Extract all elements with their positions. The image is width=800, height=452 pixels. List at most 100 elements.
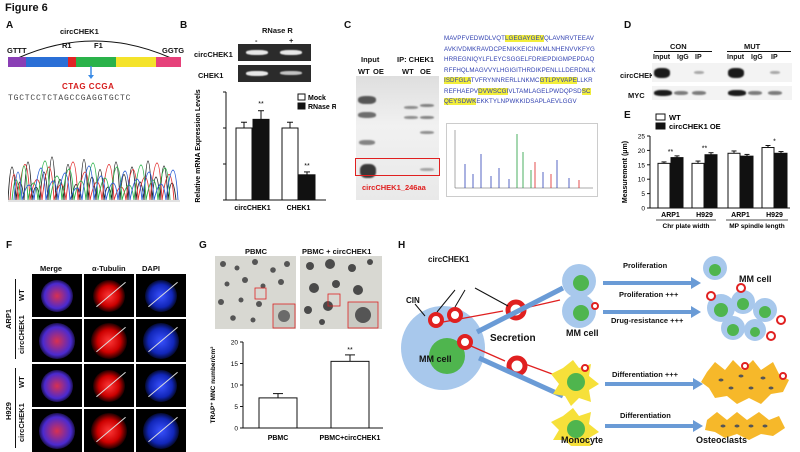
sequence-segment: MAVPFVEDWDLVQT bbox=[444, 35, 505, 42]
chart-e-category: ARP1 bbox=[661, 212, 680, 219]
c-oe1: OE bbox=[373, 67, 384, 76]
sequence-line: HRREGNIQYLFLEYCSGGELFDRIEPDIGMPEPDAQ bbox=[444, 55, 604, 66]
sequence-line: AVKIVDMKRAVDCPENIKKEICINKMLNHENVVKFYG bbox=[444, 45, 604, 56]
d-col-1: Input bbox=[653, 54, 671, 61]
chart-b-sig: ** bbox=[258, 101, 264, 108]
peptide-highlight: ISDFGLA bbox=[444, 77, 471, 84]
g-img-pbmc-cells bbox=[218, 259, 296, 329]
f-group-h929: H929 bbox=[4, 366, 30, 452]
chromatogram-trace bbox=[7, 156, 180, 202]
chart-e-bar bbox=[670, 157, 684, 209]
f-micrograph bbox=[84, 364, 134, 407]
d-col-4: Input bbox=[727, 54, 745, 61]
sequence-line: QEYSDWKEKKTYLNPWKKIDSAPLAEVLGGV bbox=[444, 97, 604, 108]
chart-e-legend-swatch bbox=[655, 113, 666, 121]
chart-e-category: ARP1 bbox=[731, 212, 750, 219]
chart-b-legend-swatch bbox=[297, 93, 306, 101]
peptide-highlight: GTLPYVAPE bbox=[539, 77, 577, 84]
chart-e-tick-label: 0 bbox=[641, 206, 645, 213]
chart-e-bar bbox=[774, 152, 788, 209]
junction-arrow bbox=[88, 66, 94, 79]
chart-e-group-label: Chr plate width bbox=[663, 223, 710, 230]
h-proliferation: Proliferation bbox=[623, 261, 668, 270]
chart-g-tick-label: 15 bbox=[231, 361, 239, 368]
sequence-segment: RFFHQLMAGVVYLHGIGITHRDIKPENLLLDERDNLK bbox=[444, 66, 596, 74]
chart-e-sig: * bbox=[773, 139, 776, 146]
d-col-2: IgG bbox=[677, 54, 689, 61]
sequence-segment: TVFRYNNRERLLNKMC bbox=[470, 77, 540, 84]
gel-title: RNase R bbox=[262, 26, 293, 35]
chart-e-legend-label: WT bbox=[669, 113, 681, 122]
f-col-dapi: DAPI bbox=[142, 264, 160, 273]
h-proliferation-plus: Proliferation +++ bbox=[619, 290, 679, 299]
peptide-highlight: SC bbox=[581, 87, 591, 95]
chart-g-tick-label: 10 bbox=[231, 383, 239, 390]
h-nucleus-left bbox=[429, 338, 465, 374]
f-cell-signal bbox=[39, 322, 75, 359]
d-col-6: IP bbox=[771, 54, 778, 61]
gel-row1-label: circCHEK1 bbox=[194, 50, 233, 59]
h-monocyte-label: Monocyte bbox=[561, 435, 604, 445]
f-row-1: WT bbox=[17, 289, 26, 301]
d-con: CON bbox=[670, 42, 687, 51]
primer-r1: R1 bbox=[62, 41, 72, 50]
panel-b-label: B bbox=[180, 20, 188, 31]
chart-g-category: PBMC bbox=[268, 435, 289, 442]
circ-label-a: circCHEK1 bbox=[60, 27, 99, 36]
f-col-merge: Merge bbox=[40, 264, 63, 273]
chart-g-tick-label: 0 bbox=[234, 426, 238, 433]
chart-b-bar bbox=[252, 118, 270, 201]
sequence-segment: REFHAEPV bbox=[444, 87, 479, 95]
d-con-line bbox=[654, 51, 712, 52]
sequence-segment: QLAVNRVTEEAV bbox=[543, 35, 594, 42]
primer-f1: F1 bbox=[94, 41, 103, 50]
d-col-5: IgG bbox=[751, 54, 763, 61]
f-micrograph bbox=[32, 409, 82, 452]
panel-e-label: E bbox=[624, 110, 631, 121]
chart-b-bar bbox=[235, 127, 253, 201]
chart-e-sig: ** bbox=[668, 149, 674, 156]
h-circ-label: circCHEK1 bbox=[428, 255, 470, 264]
g-img-pbmc bbox=[215, 256, 296, 329]
ms-spectrum bbox=[446, 123, 598, 197]
chart-b-legend-label: Mock bbox=[308, 95, 326, 102]
chart-b-legend-label: RNase R bbox=[308, 104, 336, 111]
panel-c-label: C bbox=[344, 20, 352, 31]
g-img-pbmc-circ-cells bbox=[304, 259, 379, 329]
panel-a-label: A bbox=[6, 20, 14, 31]
f-row-3: WT bbox=[17, 376, 26, 388]
f-micrograph bbox=[136, 274, 186, 317]
chart-g-bar bbox=[330, 360, 370, 429]
sequence-segment: HRREGNIQYLFLEYCSGGELFDRIEPDIGMPEPDAQ bbox=[444, 56, 595, 63]
peptide-highlight: LGEGAYGEV bbox=[505, 35, 544, 42]
f-group-arp1: ARP1 bbox=[4, 277, 30, 363]
right-seq: GGTG bbox=[162, 46, 185, 55]
chromatogram bbox=[7, 104, 180, 202]
h-differentiation-plus: Differentiation +++ bbox=[612, 370, 679, 379]
chart-e-bar bbox=[727, 152, 741, 209]
sequence-line: REFHAEPVDVWSCGIVLTAMLAGELPWDQPSDSC bbox=[444, 87, 604, 98]
junction-seq: CTAG CCGA bbox=[62, 82, 115, 91]
gel-plus: + bbox=[289, 36, 294, 45]
h-mm-cell-left-label: MM cell bbox=[419, 354, 452, 364]
chart-e-category: H929 bbox=[696, 212, 713, 219]
gel-row2-label: CHEK1 bbox=[198, 71, 224, 80]
d-blot-myc bbox=[652, 86, 792, 100]
f-cell-signal bbox=[39, 412, 75, 449]
chart-e-bar bbox=[740, 155, 754, 209]
f-col-tubulin: α-Tubulin bbox=[92, 264, 126, 273]
chart-b-legend-swatch bbox=[297, 102, 306, 110]
g-img1-title: PBMC bbox=[245, 247, 268, 256]
chart-b-category: CHEK1 bbox=[287, 205, 311, 212]
f-micrograph bbox=[84, 319, 134, 362]
gel-minus: - bbox=[255, 36, 258, 45]
f-micrograph bbox=[32, 274, 82, 317]
h-cin-label: CIN bbox=[406, 296, 420, 305]
d-row1: circCHEK1 bbox=[620, 71, 659, 80]
sequence-segment: EKKTYLNPWKKIDSAPLAEVLGGV bbox=[476, 98, 577, 105]
h-drug-resistance: Drug-resistance +++ bbox=[611, 316, 684, 325]
g-img2-title: PBMC + circCHEK1 bbox=[302, 247, 372, 256]
chart-e-tick-label: 25 bbox=[638, 134, 646, 141]
f-micrograph bbox=[84, 274, 134, 317]
c-wt2: WT bbox=[402, 67, 414, 76]
